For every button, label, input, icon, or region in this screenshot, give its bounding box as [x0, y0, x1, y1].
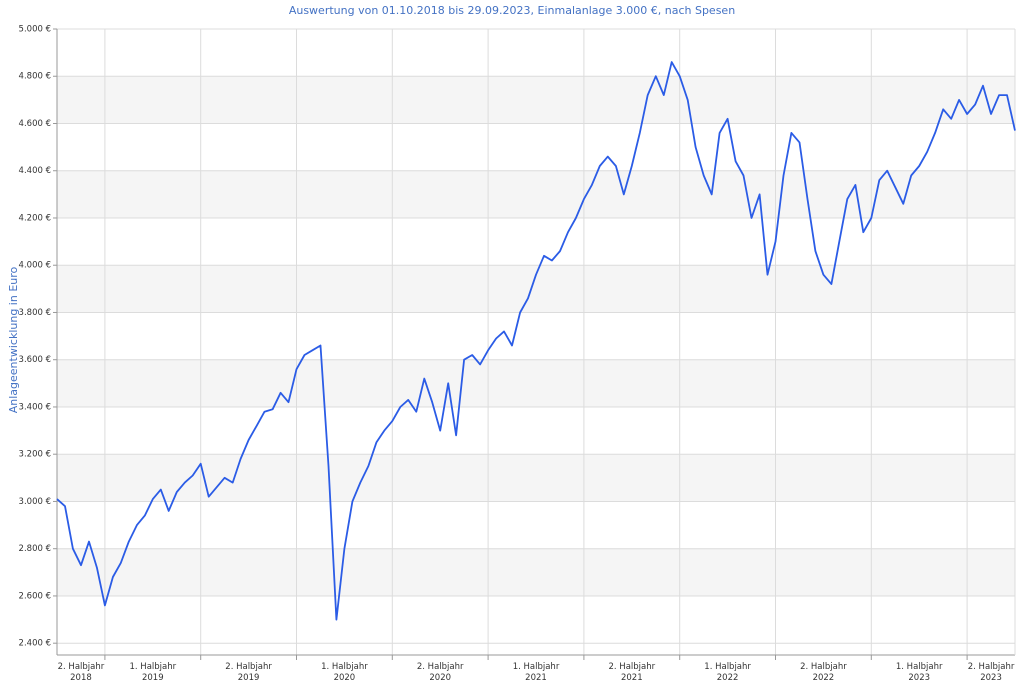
x-tick-label: 2. Halbjahr 2021 [608, 662, 655, 683]
y-tick-label: 4.400 € [19, 166, 51, 176]
x-tick-label: 1. Halbjahr 2023 [896, 662, 943, 683]
x-tick-label: 1. Halbjahr 2019 [129, 662, 176, 683]
value-line [56, 61, 1016, 621]
x-tick-label-line: 2. Halbjahr [968, 662, 1015, 672]
x-tick-label-line: 1. Halbjahr [129, 662, 176, 672]
x-tick-label-line: 2020 [334, 673, 356, 683]
grid-band [57, 359, 1015, 407]
x-tick-label-line: 2. Halbjahr [800, 662, 847, 672]
x-tick-label: 1. Halbjahr 2020 [321, 662, 368, 683]
x-tick-label: 2. Halbjahr 2023 [968, 662, 1015, 683]
x-tick-label-line: 1. Halbjahr [513, 662, 560, 672]
y-tick-label: 3.600 € [19, 355, 51, 365]
x-tick-label: 2. Halbjahr 2018 [58, 662, 105, 683]
y-tick-label: 3.000 € [19, 497, 51, 507]
y-axis-label: Anlageentwicklung in Euro [7, 266, 20, 413]
grid-band [57, 76, 1015, 124]
x-tick-label: 2. Halbjahr 2019 [225, 662, 272, 683]
x-tick-label-line: 2. Halbjahr [225, 662, 272, 672]
grid-band [57, 548, 1015, 596]
y-tick-label: 5.000 € [19, 25, 51, 35]
x-tick-label-line: 2021 [621, 673, 643, 683]
x-tick-label-line: 2023 [980, 673, 1002, 683]
x-tick-label-line: 2. Halbjahr [417, 662, 464, 672]
x-tick-label-line: 2022 [813, 673, 835, 683]
x-tick-label-line: 2023 [908, 673, 930, 683]
x-tick-label-line: 2. Halbjahr [58, 662, 105, 672]
y-tick-label: 2.400 € [19, 639, 51, 649]
x-tick-label-line: 2019 [142, 673, 164, 683]
x-tick-label-line: 1. Halbjahr [896, 662, 943, 672]
x-tick-label-line: 2021 [525, 673, 547, 683]
y-tick-label: 2.800 € [19, 544, 51, 554]
y-tick-label: 4.000 € [19, 261, 51, 271]
x-tick-label: 1. Halbjahr 2022 [704, 662, 751, 683]
x-tick-label-line: 2022 [717, 673, 739, 683]
x-tick-label: 2. Halbjahr 2022 [800, 662, 847, 683]
x-tick-label-line: 2. Halbjahr [608, 662, 655, 672]
y-tick-label: 3.400 € [19, 402, 51, 412]
grid-band [57, 170, 1015, 218]
y-tick-label: 2.600 € [19, 591, 51, 601]
x-tick-label-line: 2019 [238, 673, 260, 683]
y-tick-label: 4.200 € [19, 213, 51, 223]
x-tick-label-line: 2018 [70, 673, 92, 683]
y-tick-label: 3.200 € [19, 450, 51, 460]
y-tick-label: 4.600 € [19, 119, 51, 129]
x-tick-label-line: 1. Halbjahr [704, 662, 751, 672]
x-tick-label-line: 1. Halbjahr [321, 662, 368, 672]
y-tick-label: 4.800 € [19, 72, 51, 82]
chart-title: Auswertung von 01.10.2018 bis 29.09.2023… [289, 4, 735, 17]
x-tick-label: 1. Halbjahr 2021 [513, 662, 560, 683]
x-tick-label: 2. Halbjahr 2020 [417, 662, 464, 683]
grid-band [57, 454, 1015, 502]
y-tick-label: 3.800 € [19, 308, 51, 318]
x-tick-label-line: 2020 [429, 673, 451, 683]
